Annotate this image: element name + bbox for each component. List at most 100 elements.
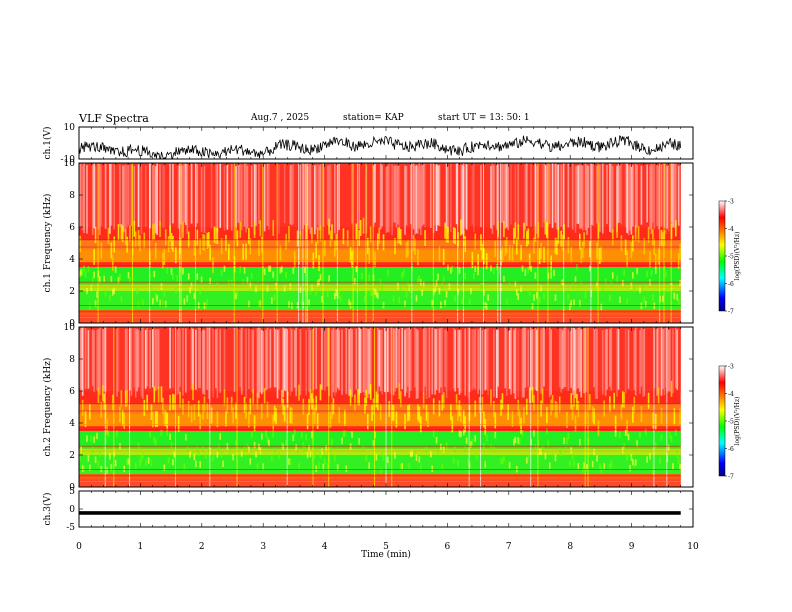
speckle-column [255,164,257,226]
yellow-flicker [351,251,353,268]
green-texture [501,457,504,465]
green-texture [217,444,220,451]
yellow-flicker [518,409,521,426]
yellow-flicker [600,246,603,263]
yellow-flicker [382,234,385,251]
green-texture [475,452,478,460]
speckle-column [461,165,464,235]
yellow-flicker [216,227,219,244]
yellow-flicker [107,227,110,244]
yellow-flicker [79,235,81,252]
green-texture [190,282,193,289]
green-texture [669,282,671,290]
yellow-flicker [260,236,263,253]
yellow-flicker [550,255,552,272]
green-texture [521,265,524,272]
speckle-column [379,163,382,230]
speckle-column [579,164,581,229]
green-texture [110,275,113,283]
green-texture [567,432,570,440]
yellow-flicker [621,391,624,408]
green-texture [540,284,542,292]
green-texture [83,465,85,473]
green-texture [116,430,118,437]
speckle-column [203,165,206,233]
green-texture [86,287,88,295]
yellow-flicker [187,400,190,417]
speckle-column [100,165,103,227]
speckle-column [364,327,366,396]
yellow-flicker [174,247,177,264]
yellow-flicker [557,227,560,244]
speckle-column [672,163,674,228]
speckle-column [152,164,154,235]
speckle-column [617,163,620,223]
speckle-column [536,165,538,234]
green-texture [640,302,643,310]
yellow-flicker [533,395,535,412]
speckle-column [162,165,164,228]
yellow-flicker [546,407,548,424]
speckle-column [460,329,462,393]
yellow-flicker [442,248,445,265]
green-texture [679,280,681,287]
yellow-flicker [167,236,170,253]
speckle-column [315,164,318,230]
green-texture [275,282,277,290]
yellow-flicker [540,400,542,417]
yellow-flicker [533,237,535,254]
yellow-flicker [319,225,322,242]
green-texture [316,280,319,287]
green-texture [579,439,581,446]
green-texture [172,458,174,466]
speckle-column [156,329,158,390]
yellow-flicker [554,400,557,417]
speckle-column [334,329,336,397]
green-texture [150,284,153,291]
green-texture [570,447,573,454]
yellow-flicker [316,412,319,429]
green-texture [399,463,402,471]
speckle-column [293,330,296,388]
speckle-column [212,328,214,398]
green-texture [281,265,283,273]
yellow-flicker [232,407,234,424]
yellow-flicker [424,230,426,247]
green-texture [136,287,138,295]
yellow-flicker [225,234,227,251]
speckle-column [503,164,505,223]
yellow-flicker [164,229,167,246]
green-texture [266,436,269,444]
speckle-column [323,329,326,391]
green-texture [560,449,563,456]
green-texture [432,430,435,438]
y-tick-label: 8 [69,191,75,201]
speckle-column [430,163,432,229]
speckle-column [627,164,630,235]
green-texture [418,275,421,282]
speckle-column [497,329,499,387]
green-texture [477,268,479,276]
yellow-flicker [483,411,485,428]
green-texture [540,448,542,456]
speckle-column [649,165,651,229]
yellow-flicker [418,406,421,423]
green-texture [91,277,94,284]
speckle-column [573,327,575,391]
speckle-column [660,164,663,227]
speckle-column [278,329,280,390]
green-texture [139,459,141,467]
yellow-flicker [504,239,507,256]
green-texture [633,460,636,468]
speckle-column [586,164,588,235]
speckle-column [315,327,318,389]
spike-line [233,163,235,323]
green-texture [422,281,425,288]
speckle-column [580,329,583,398]
green-texture [263,268,266,276]
yellow-flicker [203,234,206,251]
green-texture [170,441,173,449]
green-texture [415,454,418,461]
green-texture [440,443,442,451]
spike-line [537,327,539,487]
